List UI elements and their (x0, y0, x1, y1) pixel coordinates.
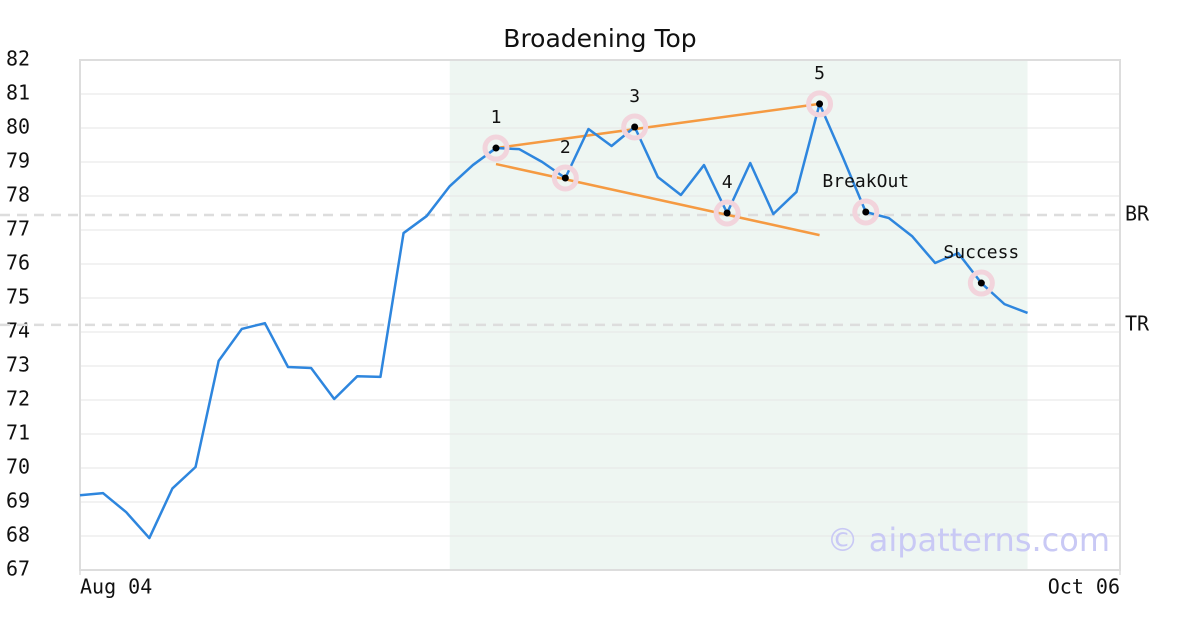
annotation-label: 2 (560, 137, 571, 158)
highlight-region (449, 60, 1028, 570)
level-label: BR (1125, 202, 1150, 226)
price-line (79, 102, 1029, 540)
annotation-halo (852, 198, 880, 226)
y-tick-label: 79 (6, 149, 30, 173)
annotation-point (561, 174, 569, 182)
y-tick-label: 76 (6, 251, 30, 275)
y-tick-label: 69 (6, 489, 30, 513)
y-tick-label: 68 (6, 523, 30, 547)
y-tick-label: 75 (6, 285, 30, 309)
y-tick-label: 77 (6, 217, 30, 241)
annotation-halo (621, 113, 649, 141)
plot-border (79, 59, 1121, 571)
y-tick-label: 78 (6, 183, 30, 207)
annotation-label: BreakOut (822, 171, 909, 192)
x-tick-label: Aug 04 (80, 575, 152, 599)
annotation-halo (806, 90, 834, 118)
y-tick-label: 74 (6, 319, 30, 343)
x-tick-label: Oct 06 (1048, 575, 1120, 599)
annotation-label: 4 (722, 172, 733, 193)
y-tick-label: 70 (6, 455, 30, 479)
annotation-halo (551, 164, 579, 192)
watermark: © aipatterns.com (827, 521, 1110, 559)
annotation-point (862, 208, 870, 216)
y-tick-label: 67 (6, 557, 30, 581)
annotation-halo (713, 199, 741, 227)
y-tick-label: 71 (6, 421, 30, 445)
annotation-label: Success (943, 242, 1019, 263)
y-tick-label: 81 (6, 81, 30, 105)
annotation-label: 5 (814, 63, 825, 84)
annotation-halo (482, 134, 510, 162)
level-label: TR (1125, 311, 1150, 335)
y-tick-label: 80 (6, 115, 30, 139)
annotation-point (723, 209, 731, 217)
annotation-halo (967, 269, 995, 297)
annotation-point (492, 144, 500, 152)
annotation-point (816, 100, 824, 108)
annotation-point (977, 279, 985, 287)
annotation-point (631, 123, 639, 131)
annotation-label: 3 (629, 86, 640, 107)
y-tick-label: 73 (6, 353, 30, 377)
chart-title: Broadening Top (503, 24, 696, 53)
trendline (495, 162, 820, 237)
y-tick-label: 72 (6, 387, 30, 411)
trendline (495, 102, 820, 150)
annotation-label: 1 (491, 107, 502, 128)
y-tick-label: 82 (6, 47, 30, 71)
